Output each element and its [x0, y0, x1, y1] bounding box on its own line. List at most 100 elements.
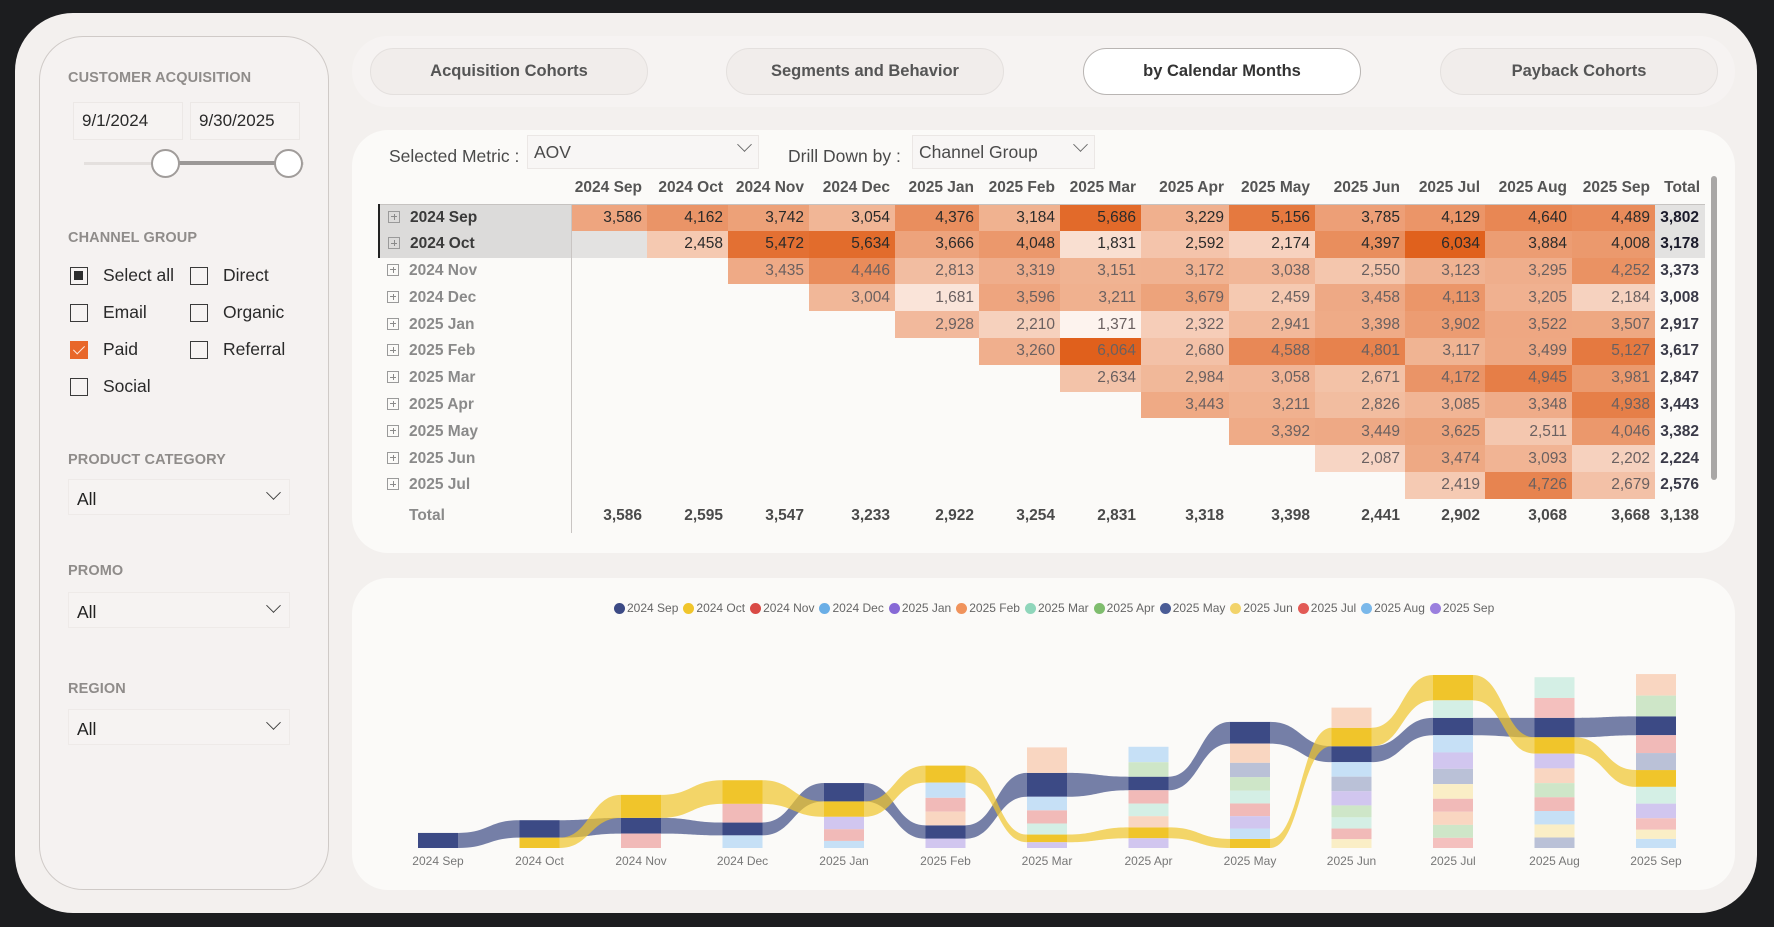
matrix-cell[interactable] — [728, 284, 809, 311]
matrix-cell[interactable] — [895, 338, 979, 365]
column-header[interactable]: 2025 May — [1241, 179, 1310, 196]
ribbon-connector[interactable] — [762, 780, 825, 817]
ribbon-connector[interactable] — [965, 765, 1028, 843]
matrix-cell[interactable] — [1060, 418, 1141, 445]
ribbon-segment[interactable] — [1433, 674, 1473, 701]
ribbon-segment[interactable] — [925, 838, 966, 848]
ribbon-segment[interactable] — [1331, 817, 1372, 829]
channel-option-referral[interactable]: Referral — [190, 339, 285, 360]
matrix-cell[interactable]: 2,087 — [1315, 445, 1405, 472]
matrix-cell[interactable]: 5,472 — [728, 230, 809, 258]
matrix-cell[interactable] — [571, 338, 647, 365]
ribbon-segment[interactable] — [925, 765, 966, 783]
matrix-cell[interactable] — [571, 284, 647, 311]
matrix-cell[interactable]: 3,742 — [728, 203, 809, 231]
matrix-cell[interactable]: 4,129 — [1405, 203, 1485, 231]
matrix-cell[interactable]: 4,397 — [1315, 230, 1405, 258]
legend-item[interactable]: 2025 Jun — [1230, 601, 1293, 615]
matrix-cell[interactable]: 6,064 — [1060, 337, 1141, 365]
matrix-cell[interactable]: 3,902 — [1405, 311, 1485, 338]
matrix-cell[interactable]: 3,449 — [1315, 418, 1405, 446]
ribbon-connector[interactable] — [661, 780, 723, 818]
channel-option-paid[interactable]: Paid — [70, 339, 138, 360]
matrix-cell[interactable]: 2,984 — [1141, 364, 1229, 392]
ribbon-segment[interactable] — [1331, 791, 1372, 806]
ribbon-segment[interactable] — [925, 811, 966, 826]
ribbon-segment[interactable] — [722, 780, 763, 804]
matrix-cell[interactable]: 3,151 — [1060, 257, 1141, 285]
matrix-cell[interactable]: 3,625 — [1405, 418, 1485, 446]
ribbon-segment[interactable] — [824, 783, 864, 802]
ribbon-segment[interactable] — [925, 825, 966, 839]
ribbon-segment[interactable] — [1230, 828, 1270, 839]
legend-item[interactable]: 2025 Sep — [1429, 601, 1494, 615]
matrix-cell[interactable]: 2,679 — [1572, 471, 1655, 499]
table-row[interactable]: 2025 Apr 3,443 3,211 2,826 3,085 3,348 4,938 3,… — [379, 391, 1705, 419]
row-header[interactable]: 2025 Jan — [379, 311, 572, 338]
ribbon-segment[interactable] — [1027, 823, 1067, 835]
ribbon-connector[interactable] — [1473, 674, 1535, 754]
matrix-cell[interactable] — [571, 365, 647, 392]
legend-item[interactable]: 2025 Aug — [1361, 601, 1425, 615]
ribbon-segment[interactable] — [1230, 743, 1270, 763]
matrix-cell[interactable] — [647, 258, 728, 285]
matrix-cell[interactable]: 1,371 — [1060, 311, 1141, 338]
end-date-input[interactable]: 9/30/2025 — [190, 102, 300, 140]
matrix-cell[interactable]: 4,938 — [1572, 391, 1655, 419]
ribbon-segment[interactable] — [1534, 797, 1575, 812]
checkbox-icon[interactable] — [190, 303, 208, 322]
matrix-cell[interactable]: 2,458 — [647, 230, 728, 258]
table-row[interactable]: 2025 Jul 2,419 4,726 2,679 2,576 — [379, 471, 1705, 499]
ribbon-segment[interactable] — [1027, 842, 1067, 848]
checkbox-icon[interactable] — [190, 340, 208, 359]
matrix-cell[interactable] — [809, 311, 895, 338]
checkbox-icon[interactable] — [70, 266, 88, 285]
matrix-cell[interactable]: 4,446 — [809, 257, 895, 285]
matrix-cell[interactable]: 2,550 — [1315, 257, 1405, 285]
table-row[interactable]: 2025 Feb 3,260 6,064 2,680 4,588 4,801 3,117 3,… — [379, 337, 1705, 365]
matrix-cell[interactable] — [1141, 445, 1229, 472]
column-header[interactable]: 2024 Dec — [822, 179, 890, 196]
region-dropdown[interactable]: All — [68, 709, 290, 745]
matrix-cell[interactable]: 1,681 — [895, 284, 979, 312]
ribbon-connector[interactable] — [1067, 772, 1129, 797]
ribbon-segment[interactable] — [1128, 827, 1169, 839]
matrix-cell[interactable]: 2,459 — [1229, 284, 1315, 312]
ribbon-segment[interactable] — [1331, 805, 1372, 818]
matrix-cell[interactable]: 2,592 — [1141, 230, 1229, 258]
legend-item[interactable]: 2024 Sep — [614, 601, 678, 615]
matrix-cell[interactable] — [571, 418, 647, 445]
checkbox-checked-icon[interactable] — [70, 340, 88, 359]
matrix-cell[interactable]: 3,038 — [1229, 257, 1315, 285]
matrix-cell[interactable]: 3,004 — [809, 284, 895, 312]
matrix-cell[interactable] — [571, 230, 647, 258]
matrix-cell[interactable]: 3,123 — [1405, 257, 1485, 285]
ribbon-segment[interactable] — [1534, 783, 1575, 798]
matrix-cell[interactable]: 4,252 — [1572, 257, 1655, 285]
ribbon-segment[interactable] — [1230, 838, 1270, 848]
expand-plus-icon[interactable] — [387, 290, 399, 303]
ribbon-segment[interactable] — [1331, 727, 1372, 747]
product-category-dropdown[interactable]: All — [68, 479, 290, 515]
matrix-cell[interactable]: 2,174 — [1229, 230, 1315, 258]
drill-down-dropdown[interactable]: Channel Group — [912, 135, 1095, 169]
ribbon-segment[interactable] — [1636, 674, 1676, 696]
matrix-cell[interactable]: 3,085 — [1405, 391, 1485, 419]
ribbon-segment[interactable] — [925, 782, 966, 798]
matrix-cell[interactable]: 3,679 — [1141, 284, 1229, 312]
matrix-cell[interactable] — [647, 365, 728, 392]
matrix-cell[interactable] — [728, 472, 809, 499]
matrix-cell[interactable] — [728, 311, 809, 338]
matrix-cell[interactable] — [895, 472, 979, 499]
matrix-cell[interactable] — [728, 418, 809, 445]
legend-item[interactable]: 2025 Apr — [1093, 601, 1155, 615]
matrix-cell[interactable] — [1060, 472, 1141, 499]
table-row[interactable]: 2024 Dec 3,004 1,681 3,596 3,211 3,679 2,459 3,… — [379, 284, 1705, 312]
matrix-cell[interactable]: 1,831 — [1060, 230, 1141, 258]
column-header[interactable]: 2025 Aug — [1498, 179, 1567, 196]
ribbon-connector[interactable] — [559, 794, 622, 848]
legend-item[interactable]: 2024 Dec — [819, 601, 884, 615]
matrix-cell[interactable]: 6,034 — [1405, 230, 1485, 258]
matrix-cell[interactable] — [895, 418, 979, 445]
ribbon-segment[interactable] — [1636, 838, 1676, 848]
